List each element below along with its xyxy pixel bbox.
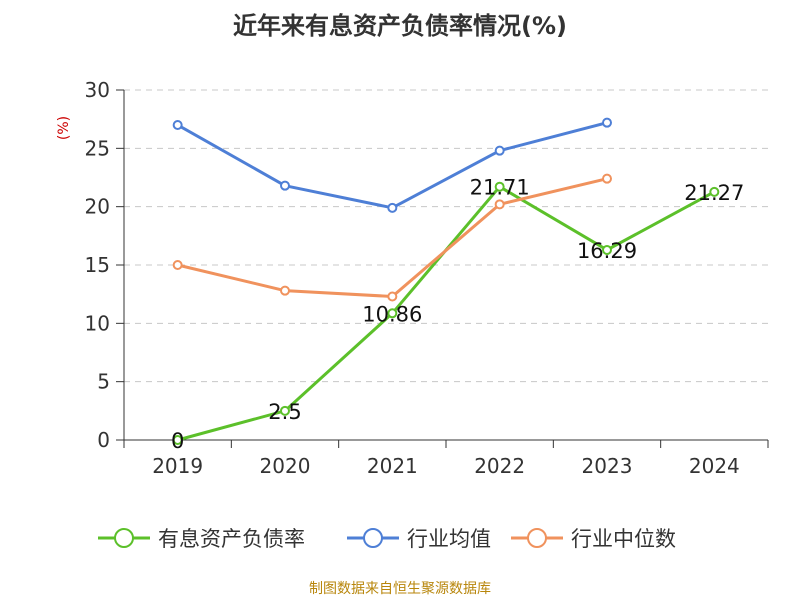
data-point bbox=[387, 202, 398, 213]
series-line bbox=[177, 177, 608, 298]
data-point bbox=[280, 180, 290, 191]
legend-label: 行业均值 bbox=[407, 527, 491, 551]
data-label: 0 bbox=[171, 429, 184, 453]
legend-marker bbox=[114, 528, 134, 548]
y-tick-label: 20 bbox=[85, 195, 110, 219]
x-tick-label: 2020 bbox=[260, 454, 311, 478]
y-tick-label: 5 bbox=[97, 370, 110, 394]
data-label: 21.27 bbox=[684, 181, 744, 205]
data-point bbox=[494, 199, 505, 210]
data-point bbox=[602, 173, 612, 184]
data-point bbox=[172, 435, 183, 445]
y-tick-label: 25 bbox=[85, 136, 110, 160]
data-point bbox=[280, 405, 290, 416]
legend-label: 行业中位数 bbox=[571, 527, 676, 551]
y-tick-label: 15 bbox=[85, 253, 110, 277]
legend-marker bbox=[363, 528, 383, 548]
x-tick-label: 2022 bbox=[474, 454, 525, 478]
data-label: 10.86 bbox=[362, 302, 422, 326]
data-label: 2.5 bbox=[268, 400, 301, 424]
y-axis-label: (%) bbox=[56, 116, 72, 140]
data-point bbox=[280, 285, 290, 296]
data-point bbox=[494, 181, 505, 192]
data-point bbox=[387, 308, 398, 319]
x-tick-label: 2024 bbox=[689, 454, 740, 478]
x-tick-label: 2021 bbox=[367, 454, 418, 478]
data-point bbox=[387, 291, 398, 302]
data-point bbox=[602, 117, 612, 128]
data-point bbox=[172, 120, 183, 130]
data-label: 16.29 bbox=[577, 239, 637, 263]
y-tick-label: 10 bbox=[85, 311, 110, 335]
legend-marker bbox=[527, 528, 547, 548]
data-source-note: 制图数据来自恒生聚源数据库 bbox=[309, 581, 491, 597]
data-point bbox=[494, 145, 505, 156]
y-tick-label: 30 bbox=[85, 78, 110, 102]
data-point bbox=[709, 186, 720, 197]
data-point bbox=[602, 244, 612, 255]
chart-title: 近年来有息资产负债率情况(%) bbox=[233, 12, 567, 40]
x-tick-label: 2019 bbox=[152, 454, 203, 478]
x-tick-label: 2023 bbox=[582, 454, 633, 478]
data-label: 21.71 bbox=[470, 176, 530, 200]
legend-label: 有息资产负债率 bbox=[158, 527, 305, 551]
y-tick-label: 0 bbox=[97, 428, 110, 452]
series-line bbox=[177, 185, 716, 442]
data-point bbox=[172, 260, 183, 270]
